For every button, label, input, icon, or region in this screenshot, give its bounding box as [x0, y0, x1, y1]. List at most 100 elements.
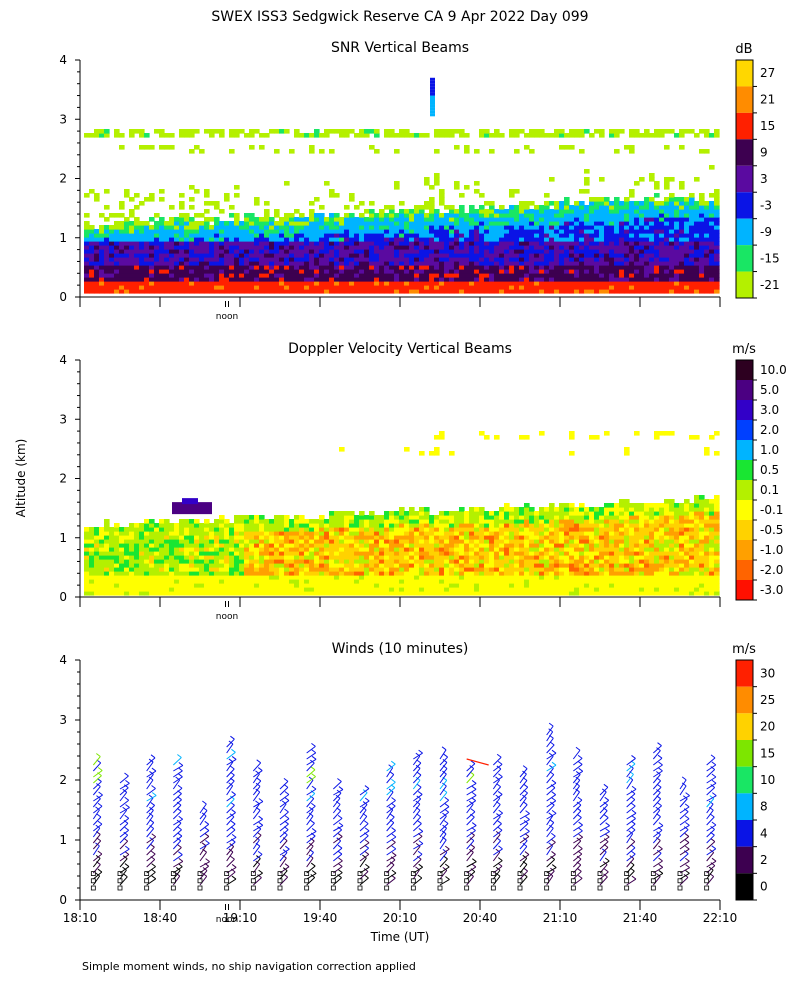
snr-cell: [494, 265, 500, 270]
doppler-cell: [104, 543, 110, 548]
snr-cell: [214, 233, 220, 238]
doppler-cell: [139, 591, 145, 596]
doppler-cell: [459, 531, 465, 536]
doppler-cell: [259, 551, 265, 556]
doppler-cell: [269, 535, 275, 540]
snr-cell: [114, 273, 120, 278]
doppler-cell: [454, 591, 460, 596]
doppler-cell: [199, 587, 205, 592]
snr-cell: [124, 193, 130, 198]
snr-cell: [189, 289, 195, 294]
snr-cell: [179, 213, 185, 218]
doppler-cell: [154, 523, 160, 528]
doppler-cell: [99, 527, 105, 532]
doppler-cell: [424, 515, 430, 520]
snr-cell: [309, 149, 315, 154]
snr-cell: [449, 269, 455, 274]
snr-cell: [694, 229, 700, 234]
doppler-cell: [249, 547, 255, 552]
doppler-cell: [554, 535, 560, 540]
doppler-cell: [329, 563, 335, 568]
doppler-cell: [199, 567, 205, 572]
snr-cell: [624, 277, 630, 282]
doppler-cell: [134, 571, 140, 576]
snr-cell: [374, 217, 380, 222]
snr-cell: [404, 129, 410, 134]
doppler-cell: [94, 559, 100, 564]
doppler-cell: [544, 551, 550, 556]
snr-cell: [259, 245, 265, 250]
snr-cell: [379, 237, 385, 242]
snr-cell: [309, 289, 315, 294]
snr-cell: [669, 277, 675, 282]
snr-cell: [94, 285, 100, 290]
doppler-cell: [209, 579, 215, 584]
snr-cell: [494, 277, 500, 282]
snr-cell: [329, 257, 335, 262]
snr-cell: [264, 277, 270, 282]
doppler-cell: [289, 543, 295, 548]
snr-cell: [430, 98, 435, 102]
snr-cell: [544, 205, 550, 210]
snr-cell: [524, 273, 530, 278]
snr-cell: [694, 133, 700, 138]
snr-cell: [704, 213, 710, 218]
snr-cell: [214, 241, 220, 246]
doppler-cell: [529, 519, 535, 524]
doppler-cell: [214, 523, 220, 528]
snr-cell: [519, 217, 525, 222]
snr-cell: [124, 257, 130, 262]
doppler-cell: [414, 575, 420, 580]
snr-cell: [204, 285, 210, 290]
doppler-cell: [219, 579, 225, 584]
snr-cell: [369, 261, 375, 266]
snr-cell: [474, 213, 480, 218]
doppler-cell: [499, 583, 505, 588]
snr-cell: [534, 229, 540, 234]
doppler-cell: [254, 535, 260, 540]
doppler-cell: [189, 519, 195, 524]
snr-cell: [614, 209, 620, 214]
doppler-cell: [319, 535, 325, 540]
doppler-cell: [344, 547, 350, 552]
snr-cell: [264, 249, 270, 254]
snr-cell: [524, 229, 530, 234]
snr-cell: [84, 289, 90, 294]
snr-cell: [469, 245, 475, 250]
snr-cell: [249, 249, 255, 254]
doppler-cell: [294, 519, 300, 524]
snr-cell: [184, 225, 190, 230]
snr-cell: [524, 201, 530, 206]
snr-cell: [449, 245, 455, 250]
snr-cell: [529, 265, 535, 270]
snr-cell: [254, 273, 260, 278]
snr-cell: [304, 265, 310, 270]
snr-cell: [114, 245, 120, 250]
doppler-cell: [214, 555, 220, 560]
snr-cell: [194, 221, 200, 226]
snr-cell: [539, 261, 545, 266]
doppler-cell: [144, 591, 150, 596]
snr-cell: [669, 129, 675, 134]
snr-cell: [494, 249, 500, 254]
snr-cell: [634, 269, 640, 274]
doppler-cell: [164, 547, 170, 552]
snr-cell: [404, 217, 410, 222]
snr-cell: [579, 289, 585, 294]
snr-cell: [314, 269, 320, 274]
snr-cell: [104, 277, 110, 282]
snr-cell: [619, 257, 625, 262]
snr-cell: [504, 241, 510, 246]
doppler-cell: [259, 563, 265, 568]
doppler-cell: [249, 527, 255, 532]
snr-cell: [659, 237, 665, 242]
snr-cell: [304, 217, 310, 222]
snr-cell: [599, 221, 605, 226]
snr-cell: [304, 285, 310, 290]
doppler-cell: [259, 527, 265, 532]
doppler-cell: [379, 543, 385, 548]
snr-cell: [699, 249, 705, 254]
snr-cell: [289, 257, 295, 262]
doppler-cell: [259, 587, 265, 592]
doppler-cell: [324, 535, 330, 540]
